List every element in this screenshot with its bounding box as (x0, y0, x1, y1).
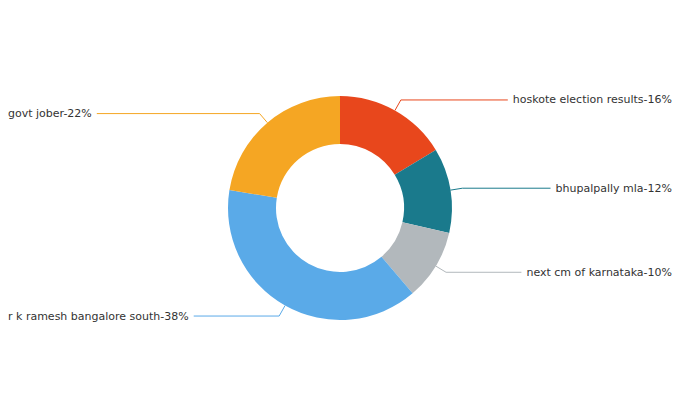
svg-text:hoskote election results-16%: hoskote election results-16% (513, 93, 672, 106)
svg-text:govt jober-22%: govt jober-22% (8, 107, 92, 120)
svg-text:r k ramesh bangalore south-38%: r k ramesh bangalore south-38% (8, 310, 189, 323)
svg-text:next cm of karnataka-10%: next cm of karnataka-10% (526, 266, 672, 279)
svg-text:bhupalpally mla-12%: bhupalpally mla-12% (556, 182, 672, 195)
